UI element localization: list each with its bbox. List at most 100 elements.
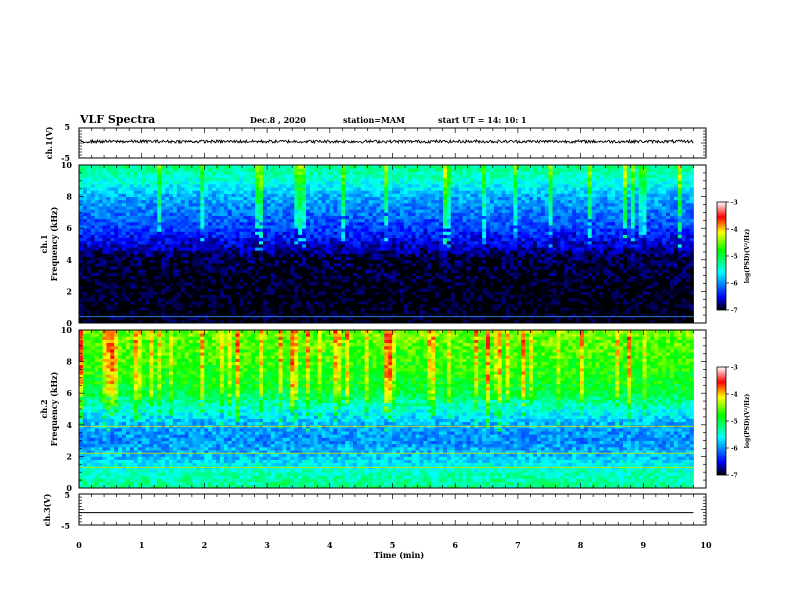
spectrogram-cell	[82, 310, 88, 314]
spectrogram-cell	[595, 247, 600, 251]
spectrogram-cell	[325, 275, 330, 280]
spectrogram-cell	[172, 307, 178, 311]
spectrogram-cell	[529, 269, 534, 273]
spectrogram-cell	[337, 240, 342, 245]
spectrogram-cell	[212, 281, 217, 286]
spectrogram-cell	[439, 272, 444, 276]
spectrogram-cell	[262, 319, 268, 324]
spectrogram-cell	[243, 275, 248, 280]
spectrogram-cell	[517, 253, 522, 258]
spectrogram-cell	[337, 319, 342, 324]
spectrogram-cell	[137, 285, 143, 289]
spectrogram-cell	[153, 266, 158, 270]
spectrogram-cell	[587, 281, 593, 286]
spectrogram-cell	[666, 291, 671, 295]
spectrogram-cell	[599, 247, 604, 251]
spectrogram-cell	[646, 240, 651, 245]
spectrogram-cell	[458, 304, 463, 308]
spectrogram-cell	[208, 237, 213, 242]
spectrogram-cell	[576, 253, 581, 258]
spectrogram-cell	[302, 304, 307, 308]
spectrogram-cell	[329, 313, 334, 318]
spectrogram-cell	[290, 275, 295, 280]
spectrogram-cell	[106, 237, 111, 242]
spectrogram-cell	[623, 291, 628, 295]
spectrogram-cell	[419, 266, 424, 270]
spectrogram-cell	[349, 256, 354, 261]
spectrogram-cell	[384, 269, 389, 273]
spectrogram-cell	[145, 285, 150, 289]
spectrogram-cell	[435, 231, 440, 235]
spectrogram-cell	[552, 240, 557, 245]
spectrogram-cell	[341, 310, 346, 314]
spectrogram-cell	[364, 250, 370, 254]
spectrogram-cell	[223, 262, 229, 267]
spectrogram-cell	[482, 225, 487, 229]
spectrogram-cell	[141, 294, 146, 299]
spectrogram-cell	[474, 237, 479, 242]
spectrogram-cell	[619, 288, 624, 292]
spectrogram-cell	[86, 291, 92, 295]
spectrogram-cell	[122, 269, 127, 273]
spectrogram-cell	[270, 281, 276, 286]
spectrogram-cell	[677, 275, 683, 280]
spectrogram-cell	[122, 244, 127, 248]
spectrogram-cell	[235, 319, 240, 324]
spectrogram-cell	[94, 291, 99, 295]
spectrogram-cell	[646, 307, 651, 311]
spectrogram-cell	[486, 256, 491, 261]
spectrogram-cell	[525, 316, 530, 321]
spectrogram-cell	[415, 228, 420, 232]
spectrogram-cell	[689, 244, 694, 248]
spectrogram-cell	[677, 256, 683, 261]
spectrogram-cell	[90, 244, 96, 248]
spectrogram-cell	[587, 297, 593, 302]
spectrogram-cell	[294, 231, 299, 235]
spectrogram-cell	[306, 297, 311, 302]
spectrogram-cell	[470, 269, 475, 273]
spectrogram-cell	[439, 288, 444, 292]
spectrogram-cell	[525, 237, 530, 242]
spectrogram-cell	[560, 307, 565, 311]
spectrogram-cell	[591, 300, 597, 305]
spectrogram-cell	[129, 294, 135, 299]
spectrogram-cell	[654, 297, 659, 302]
spectrogram-cell	[396, 275, 401, 280]
spectrogram-cell	[266, 307, 272, 311]
spectrogram-cell	[137, 266, 143, 270]
spectrogram-cell	[489, 297, 495, 302]
spectrogram-cell	[278, 281, 283, 286]
spectrogram-cell	[196, 256, 201, 261]
spectrogram-cell	[114, 285, 119, 289]
spectrogram-cell	[607, 313, 612, 318]
spectrogram-cell	[603, 316, 608, 321]
spectrogram-cell	[552, 256, 557, 261]
spectrogram-cell	[533, 272, 538, 276]
spectrogram-cell	[630, 237, 636, 242]
spectrogram-cell	[552, 278, 557, 283]
spectrogram-cell	[200, 313, 205, 318]
spectrogram-cell	[188, 240, 193, 245]
spectrogram-cell	[345, 234, 350, 239]
spectrogram-cell	[619, 269, 624, 273]
spectrogram-cell	[184, 262, 189, 267]
spectrogram-cell	[486, 285, 491, 289]
spectrogram-cell	[251, 275, 256, 280]
spectrogram-cell	[212, 240, 217, 245]
spectrogram-cell	[548, 275, 553, 280]
spectrogram-cell	[497, 278, 503, 283]
spectrogram-cell	[278, 228, 283, 232]
spectrogram-cell	[411, 272, 416, 276]
spectrogram-cell	[411, 316, 416, 321]
spectrogram-cell	[352, 231, 358, 235]
spectrogram-cell	[212, 272, 217, 276]
spectrogram-cell	[298, 237, 303, 242]
spectrogram-cell	[282, 319, 287, 324]
spectrogram-cell	[90, 285, 96, 289]
spectrogram-cell	[630, 316, 636, 321]
spectrogram-cell	[94, 316, 99, 321]
spectrogram-cell	[623, 228, 628, 232]
spectrogram-cell	[255, 281, 260, 286]
spectrogram-cell	[298, 266, 303, 270]
spectrogram-cell	[403, 304, 409, 308]
